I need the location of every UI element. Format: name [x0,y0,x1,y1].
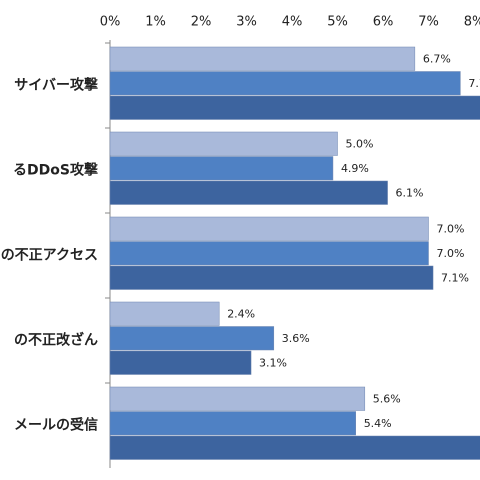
bar [109,95,480,120]
x-tick-label: 0% [100,15,121,30]
bar [109,435,480,460]
value-label: 7.7% [468,77,480,90]
x-tick-label: 1% [145,15,166,30]
value-label: 7.1% [441,271,469,284]
value-label: 4.9% [341,162,369,175]
x-tick-label: 6% [373,15,394,30]
bar [109,386,366,411]
bar [109,411,356,436]
x-tick-label: 5% [327,15,348,30]
x-tick-label: 2% [191,15,212,30]
value-label: 6.7% [423,52,451,65]
category-label: の不正改ざん [14,332,98,349]
bar [109,156,334,181]
category-label: サイバー攻撃 [14,77,98,94]
x-tick-label: 3% [236,15,257,30]
category-label: メールの受信 [14,417,98,434]
value-label: 7.0% [437,222,465,235]
value-label: 5.4% [364,417,392,430]
x-tick-label: 8% [464,15,480,30]
bar [109,71,461,96]
bar [109,241,429,266]
value-label: 5.0% [346,137,374,150]
category-label: の不正アクセス [1,248,98,264]
value-label: 3.6% [282,332,310,345]
bar [109,265,434,290]
x-tick-label: 7% [418,15,439,30]
value-label: 3.1% [259,356,287,369]
bar [109,301,220,326]
bar [109,350,252,375]
bar [109,216,429,241]
bar [109,326,275,351]
value-label: 6.1% [396,186,424,199]
bar [109,180,388,205]
category-label: るDDoS攻撃 [13,162,98,179]
bar [109,46,416,71]
x-tick-label: 4% [282,15,303,30]
value-label: 2.4% [227,307,255,320]
value-label: 7.0% [437,247,465,260]
bar [109,131,338,156]
value-label: 5.6% [373,392,401,405]
